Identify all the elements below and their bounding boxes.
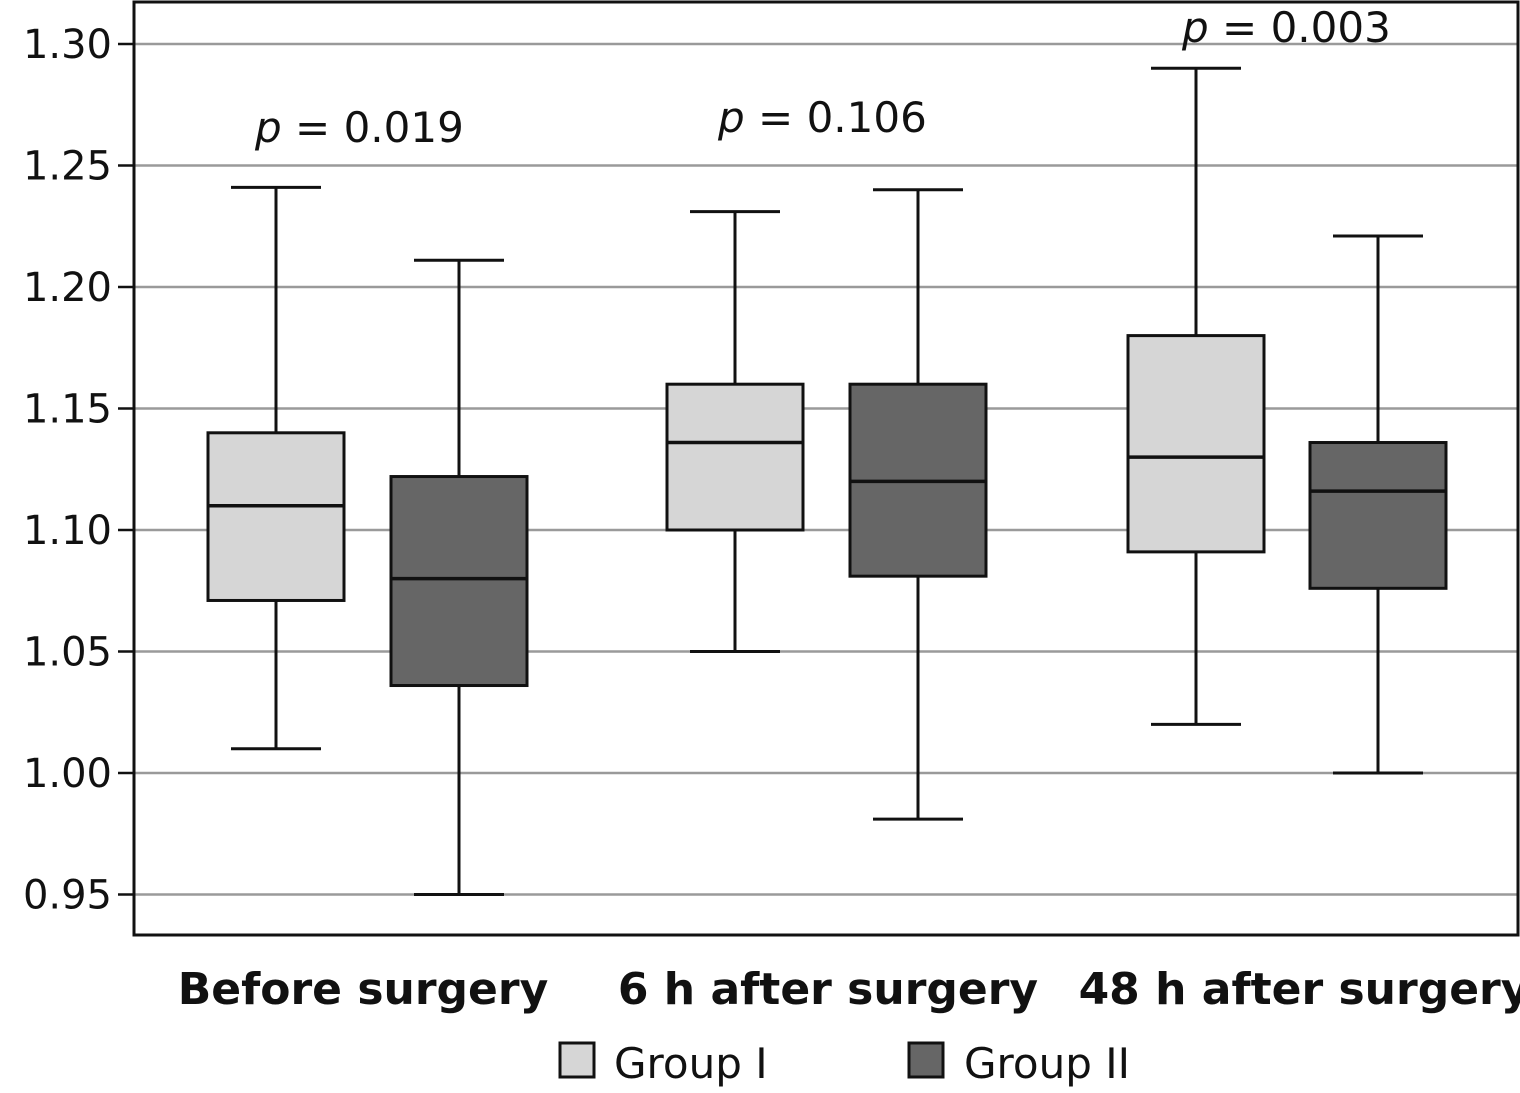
x-axis-categories: Before surgery 6 h after surgery 48 h afte… [178,964,1520,1015]
box-iqr [1126,334,1266,554]
plot-frame [132,0,1520,937]
x-category-label: Before surgery [178,964,549,1015]
legend-swatch [907,1041,945,1079]
p-symbol: p [254,103,282,152]
p-value-text: = 0.003 [1209,3,1391,52]
y-tick-label: 1.20 [23,265,112,311]
box-group-i-2 [1126,66,1266,726]
p-value-text: = 0.106 [745,93,927,142]
box-group-ii-2 [1308,234,1448,775]
p-value-annotation: p = 0.019 [254,103,464,152]
box-iqr [206,431,346,602]
p-value-text: = 0.019 [282,103,464,152]
legend-label: Group II [964,1039,1130,1088]
x-category-label: 48 h after surgery [1079,964,1520,1015]
legend-label: Group I [614,1039,768,1088]
box-iqr [389,475,529,688]
box-group-i-0 [206,185,346,751]
box-iqr [665,382,805,532]
grid-lines [134,42,1518,896]
y-axis-ticks: 0.95 1.00 1.05 1.10 1.15 1.20 1.25 1.30 [23,22,134,919]
box-iqr [1308,441,1448,590]
y-tick-label: 0.95 [23,873,112,919]
y-tick-label: 1.00 [23,751,112,797]
y-tick-label: 1.10 [23,508,112,554]
box-group-ii-0 [389,258,529,896]
y-tick-label: 1.15 [23,387,112,433]
y-tick-label: 1.25 [23,144,112,190]
p-symbol: p [1181,3,1209,52]
x-category-label: 6 h after surgery [618,964,1038,1015]
y-tick-label: 1.05 [23,630,112,676]
box-group-ii-1 [848,188,988,821]
legend-swatch [558,1041,596,1079]
p-symbol: p [717,93,745,142]
y-tick-label: 1.30 [23,22,112,68]
p-value-annotation: p = 0.003 [1181,3,1391,52]
legend: Group I Group II [558,1039,1130,1088]
p-value-annotation: p = 0.106 [717,93,927,142]
box-group-i-1 [665,210,805,653]
boxes [206,66,1448,896]
